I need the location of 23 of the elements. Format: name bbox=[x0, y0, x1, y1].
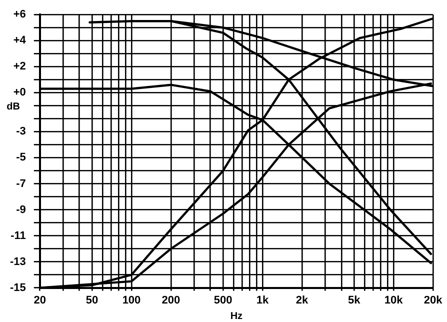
y-tick-label: -7 bbox=[16, 178, 26, 190]
y-tick-label: +0 bbox=[13, 86, 26, 99]
x-tick-label: 20 bbox=[34, 294, 46, 306]
x-tick-label: 5k bbox=[348, 294, 362, 306]
x-tick-label: 500 bbox=[214, 294, 232, 306]
x-tick-label: 2k bbox=[296, 294, 309, 306]
x-tick-label: 10k bbox=[384, 294, 404, 306]
y-tick-label: -11 bbox=[10, 230, 26, 242]
x-tick-label: 20k bbox=[424, 294, 444, 306]
y-tick-label: +6 bbox=[13, 8, 26, 21]
x-tick-label: 200 bbox=[162, 294, 180, 306]
y-tick-label: +2 bbox=[13, 60, 26, 73]
y-axis-title: dB bbox=[6, 102, 20, 113]
y-tick-label: -3 bbox=[16, 126, 26, 138]
x-tick-label: 1k bbox=[256, 294, 270, 306]
y-tick-label: -13 bbox=[10, 256, 26, 268]
x-axis-title: Hz bbox=[230, 310, 243, 322]
y-tick-label: -15 bbox=[10, 282, 26, 294]
x-tick-label: 100 bbox=[122, 294, 141, 306]
y-tick-label: -5 bbox=[16, 152, 26, 164]
y-tick-label: +4 bbox=[13, 34, 27, 47]
y-tick-label: -9 bbox=[16, 204, 26, 216]
x-tick-label: 50 bbox=[86, 294, 98, 306]
